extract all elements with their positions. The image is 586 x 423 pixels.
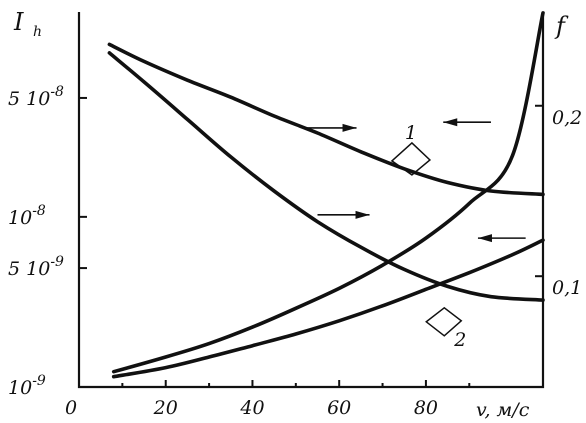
y-left-tick-exponent: -9: [32, 373, 46, 389]
curve-label-1: 1: [405, 122, 417, 144]
y-left-tick-exponent: -9: [50, 254, 64, 270]
x-axis-label: v, м/с: [476, 399, 530, 421]
x-tick-label: 80: [414, 397, 438, 419]
series-line-4: [107, 51, 545, 302]
y-left-tick-exponent: -8: [32, 203, 46, 219]
curve-label-1-leader: [390, 141, 432, 176]
direction-arrowhead-3: [443, 118, 458, 127]
y-left-tick-label: 10-9: [8, 373, 46, 399]
direction-arrowhead-4: [477, 234, 492, 243]
y-left-tick-exponent: -8: [50, 84, 64, 100]
plot-frame: [77, 12, 545, 389]
direction-arrowhead-2: [355, 210, 370, 219]
y-left-tick-label: 10-8: [8, 203, 46, 229]
y-left-axis-label: I: [13, 8, 24, 36]
y-right-tick-label: 0,2: [552, 107, 582, 129]
y-left-tick-mantissa: 5 10: [8, 258, 50, 280]
direction-arrowhead-1: [342, 123, 357, 132]
series-line-2: [111, 238, 545, 379]
y-left-tick-mantissa: 5 10: [8, 88, 50, 110]
x-tick-label: 40: [239, 397, 264, 419]
x-tick-label: 0: [65, 397, 77, 419]
y-left-tick-mantissa: 10: [8, 377, 32, 399]
x-tick-label: 20: [153, 397, 178, 419]
y-left-tick-label: 5 10-8: [8, 84, 64, 110]
curve-label-2-leader: [425, 306, 463, 337]
series-line-3: [107, 42, 545, 197]
series-line-1: [111, 11, 545, 374]
y-right-tick-label: 0,1: [552, 277, 582, 299]
curve-label-2: 2: [453, 329, 466, 351]
x-tick-label: 60: [327, 397, 351, 419]
y-left-tick-label: 5 10-9: [8, 254, 64, 280]
y-left-axis-subscript: h: [33, 24, 42, 40]
y-left-tick-mantissa: 10: [8, 207, 32, 229]
y-right-axis-label: f: [554, 12, 569, 40]
